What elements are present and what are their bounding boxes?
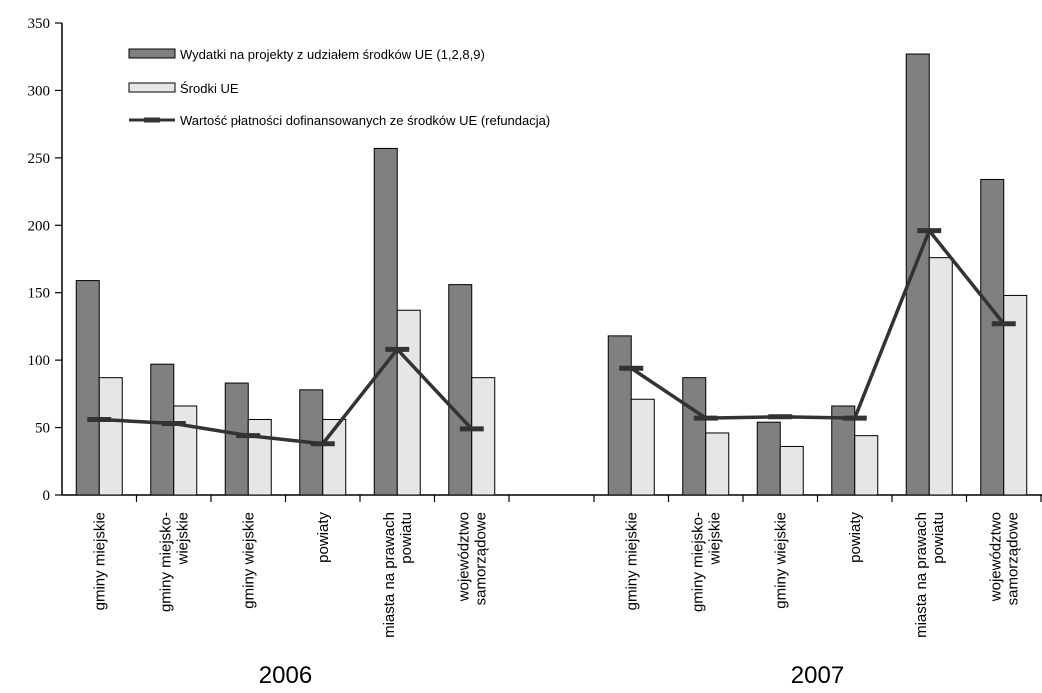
bar-eu-funds bbox=[928, 257, 953, 496]
y-tick-label: 200 bbox=[28, 218, 51, 234]
refund-line bbox=[630, 227, 1006, 420]
refund-line bbox=[99, 346, 474, 446]
y-axis-ticks: 0 50 100 150 200 250 300 350 bbox=[28, 16, 62, 504]
category-label: powiaty bbox=[315, 512, 332, 563]
y-tick-label: 150 bbox=[28, 286, 51, 302]
legend: Wydatki na projekty z udziałem środków U… bbox=[100, 40, 620, 140]
category-label: powiatu bbox=[930, 512, 947, 564]
category-label: gminy miejsko- bbox=[157, 512, 174, 612]
bar-expenditure bbox=[905, 53, 930, 496]
legend-label-refund: Wartość płatności dofinansowanych ze śro… bbox=[180, 113, 550, 128]
legend-swatch-expenditure bbox=[128, 48, 176, 59]
category-label: samorządowe bbox=[472, 512, 489, 605]
category-label: gminy wiejskie bbox=[772, 512, 789, 609]
year-label: 2007 bbox=[791, 662, 844, 688]
category-label: gminy miejskie bbox=[623, 512, 640, 610]
bar-eu-funds bbox=[98, 377, 123, 496]
category-label: miasta na prawach bbox=[913, 512, 930, 638]
y-tick-label: 300 bbox=[28, 83, 51, 99]
legend-box-background bbox=[100, 40, 620, 140]
category-label: wiejskie bbox=[174, 512, 191, 566]
bar-eu-funds bbox=[471, 377, 496, 496]
y-tick-label: 100 bbox=[28, 353, 51, 369]
category-label: gminy miejskie bbox=[91, 512, 108, 610]
bar-expenditure bbox=[756, 421, 781, 496]
bar-expenditure bbox=[224, 382, 249, 496]
y-tick-label: 250 bbox=[28, 151, 51, 167]
bar-eu-funds bbox=[630, 398, 655, 496]
refund-lines bbox=[87, 227, 1016, 447]
bar-expenditure bbox=[150, 363, 175, 496]
bar-eu-funds bbox=[705, 432, 730, 496]
category-label: gminy miejsko- bbox=[689, 512, 706, 612]
category-label: województwo bbox=[987, 512, 1004, 602]
category-label: powiaty bbox=[847, 512, 864, 563]
bar-expenditure bbox=[373, 147, 398, 496]
legend-label-eu-funds: Środki UE bbox=[180, 81, 239, 96]
bar-eu-funds bbox=[173, 405, 198, 496]
bar-expenditure bbox=[607, 335, 632, 496]
category-label: gminy wiejskie bbox=[240, 512, 257, 609]
legend-label-expenditure: Wydatki na projekty z udziałem środków U… bbox=[180, 47, 485, 62]
year-labels: 2006 2007 bbox=[259, 662, 844, 689]
category-label: samorządowe bbox=[1004, 512, 1021, 605]
category-labels: gminy miejskie gminy miejsko-wiejskie gmin… bbox=[91, 512, 1021, 638]
y-tick-label: 50 bbox=[35, 421, 50, 437]
bar-expenditure bbox=[682, 377, 707, 496]
bar-eu-funds bbox=[779, 445, 804, 496]
year-label: 2006 bbox=[259, 662, 312, 688]
y-tick-label: 0 bbox=[43, 488, 51, 504]
legend-swatch-eu-funds bbox=[128, 82, 176, 93]
bar-eu-funds bbox=[247, 418, 272, 496]
bar-eu-funds bbox=[854, 435, 879, 496]
category-label: powiatu bbox=[398, 512, 415, 564]
category-label: województwo bbox=[455, 512, 472, 602]
y-tick-label: 350 bbox=[28, 16, 51, 32]
bar-expenditure bbox=[980, 178, 1005, 496]
bar-eu-funds bbox=[396, 309, 421, 496]
bar-eu-funds bbox=[1003, 294, 1028, 496]
x-axis-ticks bbox=[135, 495, 1042, 502]
bar-expenditure bbox=[448, 284, 473, 496]
category-label: miasta na prawach bbox=[381, 512, 398, 638]
category-label: wiejskie bbox=[706, 512, 723, 566]
bar-expenditure bbox=[75, 280, 100, 496]
